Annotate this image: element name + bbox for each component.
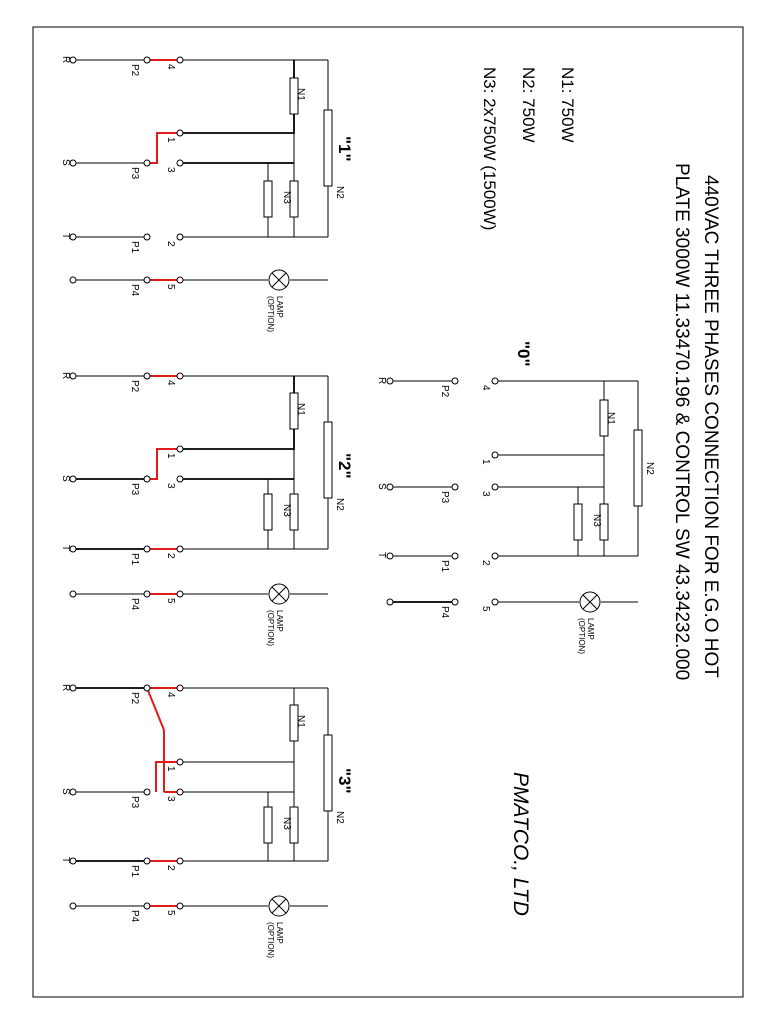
label-term-1: 1 xyxy=(165,766,176,772)
drawing-frame xyxy=(32,26,744,998)
label-P1: P1 xyxy=(129,241,140,254)
label-P1: P1 xyxy=(129,553,140,566)
position-label: "2" xyxy=(335,453,354,479)
switch-position-1-circuit: "1" xyxy=(60,56,354,332)
label-N1: N1 xyxy=(295,715,306,728)
title-line-1: 440VAC THREE PHASES CONNECTION FOR E.G.O… xyxy=(700,175,721,678)
label-T: T xyxy=(376,552,387,558)
label-term-5: 5 xyxy=(165,598,176,604)
label-term-3: 3 xyxy=(165,796,176,802)
label-term-2: 2 xyxy=(165,241,176,247)
label-term-4: 4 xyxy=(480,385,491,391)
label-T: T xyxy=(60,857,71,863)
label-P3: P3 xyxy=(129,167,140,180)
label-S: S xyxy=(60,788,71,795)
label-N2: N2 xyxy=(644,462,655,475)
label-T: T xyxy=(60,233,71,239)
spec-n3: N3: 2x750W (1500W) xyxy=(480,67,499,230)
label-lamp: LAMP xyxy=(275,610,284,632)
label-term-2: 2 xyxy=(165,865,176,871)
label-P4: P4 xyxy=(129,910,140,923)
label-P1: P1 xyxy=(439,560,450,573)
label-N1: N1 xyxy=(605,412,616,425)
label-lamp: LAMP xyxy=(275,922,284,944)
label-term-3: 3 xyxy=(480,491,491,497)
label-lamp: LAMP xyxy=(275,296,284,318)
label-term-5: 5 xyxy=(480,606,491,612)
label-P4: P4 xyxy=(129,598,140,611)
switch-position-0-circuit: "0" R S T P2 P3 xyxy=(376,341,655,654)
label-R: R xyxy=(60,372,71,379)
label-term-1: 1 xyxy=(165,137,176,143)
label-N2: N2 xyxy=(334,186,345,199)
switch-position-3-circuit: "3" xyxy=(60,684,354,958)
label-term-4: 4 xyxy=(165,692,176,698)
label-N3: N3 xyxy=(281,504,292,517)
label-P2: P2 xyxy=(129,380,140,393)
label-R: R xyxy=(60,56,71,63)
label-S: S xyxy=(60,475,71,482)
label-N1: N1 xyxy=(295,88,306,101)
label-term-1: 1 xyxy=(480,459,491,465)
label-term-2: 2 xyxy=(165,553,176,559)
label-P3: P3 xyxy=(439,491,450,504)
label-P4: P4 xyxy=(439,606,450,619)
label-term-3: 3 xyxy=(165,167,176,173)
label-P3: P3 xyxy=(129,483,140,496)
label-P3: P3 xyxy=(129,796,140,809)
position-label: "3" xyxy=(335,768,354,794)
label-R: R xyxy=(376,377,387,384)
label-term-2: 2 xyxy=(480,560,491,566)
label-N3: N3 xyxy=(281,191,292,204)
label-term-5: 5 xyxy=(165,284,176,290)
label-N3: N3 xyxy=(591,514,602,527)
label-P2: P2 xyxy=(439,385,450,398)
label-P2: P2 xyxy=(129,692,140,705)
label-term-1: 1 xyxy=(165,453,176,459)
switch-position-2-circuit: "2" R S xyxy=(60,372,354,646)
label-S: S xyxy=(60,159,71,166)
position-label: "1" xyxy=(335,136,354,162)
label-term-5: 5 xyxy=(165,910,176,916)
spec-n2: N2: 750W xyxy=(519,67,538,143)
label-S: S xyxy=(376,483,387,490)
label-T: T xyxy=(60,545,71,551)
label-term-4: 4 xyxy=(165,64,176,70)
label-term-3: 3 xyxy=(165,483,176,489)
label-R: R xyxy=(60,684,71,691)
label-lamp: LAMP xyxy=(586,618,595,640)
title-line-2: PLATE 3000W 11.33470.196 & CONTROL SW 43… xyxy=(671,163,692,680)
company-name: PMATCO., LTD xyxy=(509,772,532,916)
label-N2: N2 xyxy=(334,498,345,511)
label-lamp-option: (OPTION) xyxy=(266,296,275,332)
label-N3: N3 xyxy=(281,817,292,830)
label-lamp-option: (OPTION) xyxy=(266,610,275,646)
label-P2: P2 xyxy=(129,64,140,77)
label-N1: N1 xyxy=(295,403,306,416)
label-P1: P1 xyxy=(129,865,140,878)
position-label: "0" xyxy=(514,341,533,367)
label-lamp-option: (OPTION) xyxy=(577,618,586,654)
label-N2: N2 xyxy=(334,811,345,824)
spec-n1: N1: 750W xyxy=(558,67,577,143)
label-term-4: 4 xyxy=(165,380,176,386)
label-P4: P4 xyxy=(129,284,140,297)
label-lamp-option: (OPTION) xyxy=(266,922,275,958)
